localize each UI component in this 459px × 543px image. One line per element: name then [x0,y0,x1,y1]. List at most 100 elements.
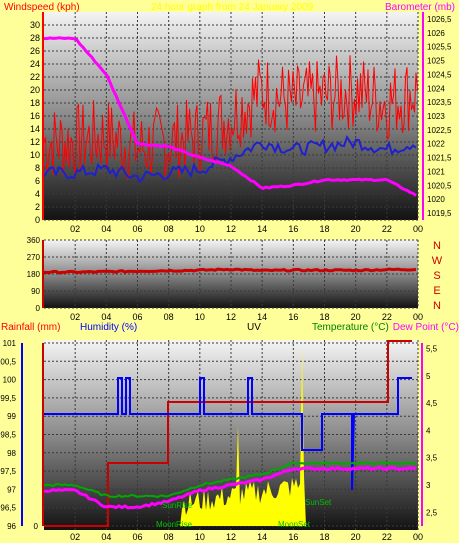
windspeed-tick-label: 24 [30,59,40,69]
temperature-tick-label: 2,5 [426,508,438,517]
compass-label: S [433,270,440,282]
windspeed-tick-label: 28 [30,33,40,43]
bottom-x-tick-label: 16 [288,532,298,542]
windspeed-tick-label: 10 [30,150,40,160]
compass-label: E [433,285,440,297]
windspeed-title: Windspeed (kph) [4,2,80,13]
top-x-tick-label: 10 [195,224,205,234]
barometer-tick-label: 1023 [427,112,445,121]
compass-label: N [433,300,441,312]
windspeed-tick-label: 0 [35,215,40,225]
top-x-tick-label: 00 [413,224,423,234]
mid-x-tick-label: 22 [382,312,392,322]
bottom-x-tick-label: 20 [351,532,361,542]
humidity-tick-label: 96 [7,522,16,531]
bottom-x-tick-label: 22 [382,532,392,542]
humidity-series-line [44,377,412,491]
mid-x-tick-label: 16 [288,312,298,322]
barometer-tick-label: 1026 [427,29,445,38]
rainfall-series-line [44,340,412,527]
direction-tick-label: 0 [36,304,41,313]
direction-tick-label: 90 [31,287,40,296]
barometer-tick-label: 1024 [427,84,445,93]
graph-title: 24 hour graph from 24 January 2009 [151,2,314,13]
top-x-tick-label: 06 [132,224,142,234]
mid-x-tick-label: 12 [226,312,236,322]
mid-x-tick-label: 02 [70,312,80,322]
dewpoint-label: Dew Point (°C) [393,322,459,333]
windspeed-tick-label: 20 [30,85,40,95]
humidity-tick-label: 99,5 [0,394,16,403]
humidity-label: Humidity (%) [80,322,137,333]
mid-x-tick-label: 08 [164,312,174,322]
barometer-tick-label: 1026,5 [427,15,452,24]
wind-direction-series-line [43,267,417,275]
sunrise-annotation: SunRise [162,501,193,510]
top-x-tick-label: 14 [257,224,267,234]
mid-x-tick-label: 04 [101,312,111,322]
humidity-tick-label: 96,5 [0,504,16,513]
windspeed-tick-label: 8 [35,163,40,173]
bottom-x-tick-label: 04 [101,532,111,542]
rainfall-label: Rainfall (mm) [1,322,60,333]
windspeed-tick-label: 14 [30,124,40,134]
windspeed-tick-label: 6 [35,176,40,186]
barometer-tick-label: 1025 [427,57,445,66]
mid-x-tick-label: 18 [319,312,329,322]
temperature-series-line [43,465,417,510]
top-x-tick-label: 20 [351,224,361,234]
humidity-tick-label: 101 [3,339,17,348]
temperature-tick-label: 3 [426,481,431,490]
humidity-tick-label: 98 [7,449,16,458]
barometer-title: Barometer (mb) [385,2,455,13]
moonrise-annotation: MoonRise [156,520,193,529]
humidity-tick-label: 97,5 [0,467,16,476]
windspeed-tick-label: 12 [30,137,40,147]
bottom-x-tick-label: 10 [195,532,205,542]
humidity-tick-label: 100 [3,376,17,385]
barometer-tick-label: 1024,5 [427,70,452,79]
moonset-annotation: MoonSet [278,520,311,529]
windspeed-series-line [43,55,418,180]
temperature-tick-label: 4,5 [426,399,438,408]
compass-label: N [433,240,441,252]
bottom-x-tick-label: 12 [226,532,236,542]
windspeed-tick-label: 2 [35,202,40,212]
temperature-tick-label: 5,5 [426,344,438,353]
bottom-x-tick-label: 00 [413,532,423,542]
bottom-x-tick-label: 02 [70,532,80,542]
bottom-x-tick-label: 08 [164,532,174,542]
uv-label: UV [247,322,261,333]
windspeed-tick-label: 22 [30,72,40,82]
humidity-tick-label: 98,5 [0,431,16,440]
top-x-tick-label: 22 [382,224,392,234]
bottom-x-tick-label: 06 [132,532,142,542]
windspeed-tick-label: 26 [30,46,40,56]
windspeed-tick-label: 16 [30,111,40,121]
barometer-tick-label: 1020 [427,195,445,204]
top-x-tick-label: 12 [226,224,236,234]
rainfall-tick-label: 0 [34,522,39,531]
temperature-tick-label: 5 [426,372,431,381]
humidity-tick-label: 99 [7,412,16,421]
windspeed-tick-label: 18 [30,98,40,108]
barometer-series-line [43,36,417,197]
mid-x-tick-label: 06 [132,312,142,322]
top-x-tick-label: 02 [70,224,80,234]
top-x-tick-label: 16 [288,224,298,234]
mid-x-tick-label: 00 [413,312,423,322]
barometer-tick-label: 1022,5 [427,126,452,135]
bottom-x-tick-label: 14 [257,532,267,542]
temperature-tick-label: 3,5 [426,454,438,463]
mid-x-tick-label: 14 [257,312,267,322]
barometer-tick-label: 1021 [427,167,445,176]
dewpoint-series-line [43,461,417,499]
mid-x-tick-label: 10 [195,312,205,322]
windspeed-tick-label: 4 [35,189,40,199]
mid-x-tick-label: 20 [351,312,361,322]
humidity-tick-label: 100,5 [0,357,17,366]
temperature-label: Temperature (°C) [312,322,389,333]
wind-average-series-line [43,135,417,184]
top-x-tick-label: 08 [164,224,174,234]
